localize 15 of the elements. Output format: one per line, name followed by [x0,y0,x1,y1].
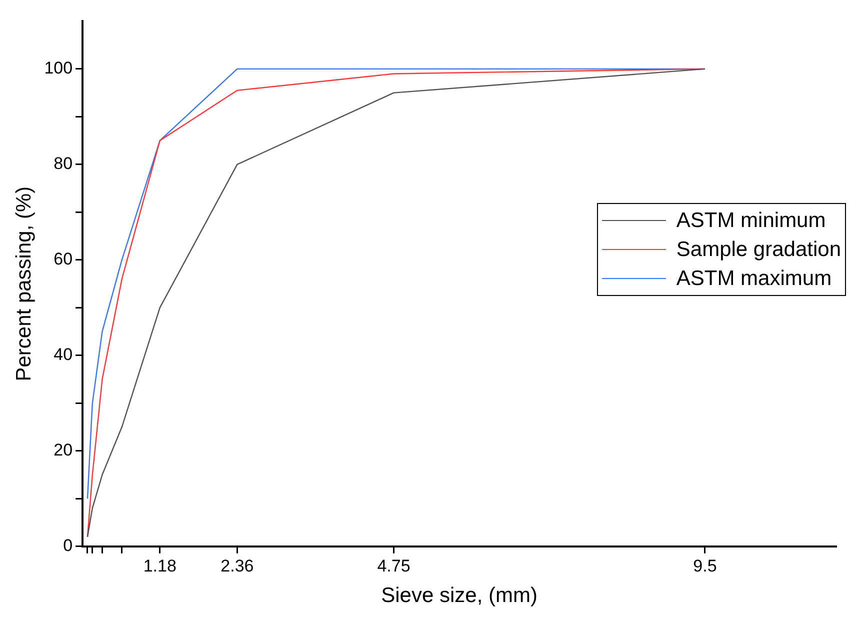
legend-label: Sample gradation [676,237,841,263]
y-tick-label: 20 [54,440,73,460]
legend-label: ASTM minimum [676,208,826,234]
y-tick-label: 60 [54,250,73,269]
y-tick-label: 100 [44,58,73,78]
x-tick-label: 4.75 [377,556,410,576]
x-axis-title: Sieve size, (mm) [381,584,538,608]
y-tick-label: 80 [54,154,73,174]
y-tick-label: 40 [54,345,73,364]
legend-label: ASTM maximum [676,266,832,292]
y-axis-title: Percent passing, (%) [12,186,36,382]
x-tick-label: 1.18 [143,556,176,576]
y-tick-label: 0 [63,536,73,556]
x-tick-label: 9.5 [693,556,717,576]
x-tick-label: 2.36 [220,556,254,576]
